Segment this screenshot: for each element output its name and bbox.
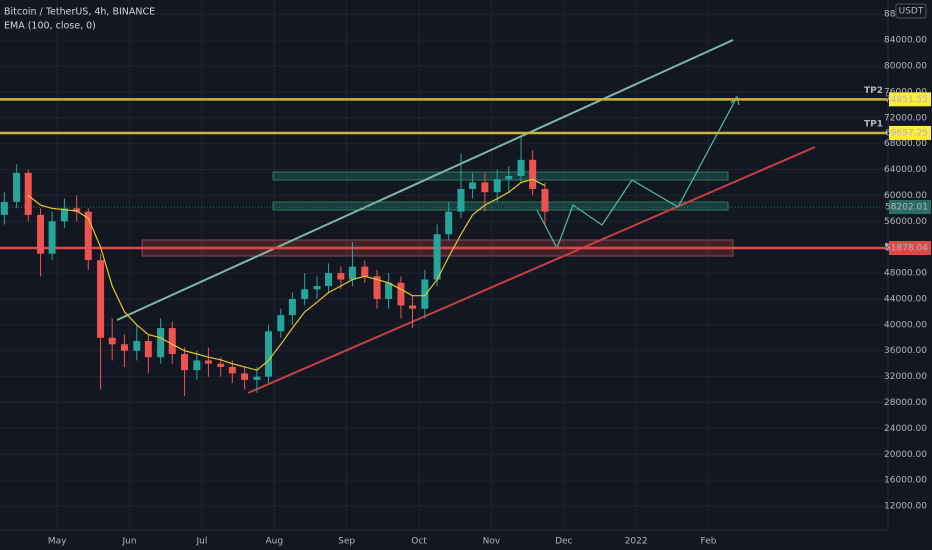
level-name: TP2: [864, 86, 883, 96]
y-tick-label: 84000.00: [884, 36, 927, 46]
candle-body: [337, 273, 345, 280]
y-tick-label: 80000.00: [884, 62, 927, 72]
candle-body: [264, 331, 272, 377]
price-label: 74851.55: [885, 95, 928, 105]
y-tick-label: 56000.00: [884, 217, 927, 227]
indicator-title: EMA (100, close, 0): [4, 21, 96, 32]
candle-body: [97, 260, 105, 338]
price-label-box: [889, 92, 931, 107]
price-label-box: [889, 125, 931, 140]
candle-body: [144, 341, 152, 358]
levels: TP2 TP1: [0, 86, 888, 250]
y-tick-label: 36000.00: [884, 346, 927, 356]
candle-body: [493, 179, 501, 193]
candle-body: [529, 159, 537, 189]
y-tick-label: 24000.00: [884, 424, 927, 434]
x-tick-label: Sep: [338, 537, 355, 547]
price-label: 69657.25: [885, 128, 928, 138]
y-tick-label: 28000.00: [884, 398, 927, 408]
candle-body: [181, 353, 189, 371]
currency[interactable]: USDT: [899, 7, 924, 17]
candle-body: [277, 315, 285, 332]
candle-body: [108, 337, 116, 345]
candle-body: [133, 341, 141, 351]
x-tick-label: Dec: [555, 537, 572, 547]
candle-body: [37, 214, 45, 254]
y-tick-label: 40000.00: [884, 320, 927, 330]
candle-body: [348, 266, 356, 280]
candle-body: [469, 182, 477, 189]
x-tick-label: Jun: [122, 537, 137, 547]
candle-body: [397, 282, 405, 306]
y-tick-label: 64000.00: [884, 165, 927, 175]
candle-body: [288, 298, 296, 316]
y-tick-label: 48000.00: [884, 269, 927, 279]
price-label: 58202.01: [885, 203, 928, 213]
candle-body: [313, 286, 321, 290]
x-tick-label: Aug: [265, 537, 283, 547]
candle-body: [48, 221, 56, 254]
price-axis: [888, 0, 932, 550]
zone: [272, 201, 729, 211]
x-tick-label: Feb: [701, 537, 717, 547]
price-label-box: [889, 200, 931, 215]
x-tick-label: Oct: [411, 537, 427, 547]
symbol-title: Bitcoin / TetherUS, 4h, BINANCE: [4, 7, 155, 18]
candle-body: [24, 172, 32, 215]
candle-body: [517, 159, 525, 177]
candle-body: [253, 376, 261, 380]
candle-body: [361, 266, 369, 277]
candle-body: [193, 360, 201, 371]
candle-body: [541, 188, 549, 212]
candle-body: [409, 305, 417, 309]
currency-box[interactable]: [895, 3, 927, 19]
x-tick-label: May: [48, 537, 67, 547]
candle-body: [421, 279, 429, 309]
price-label: 51878.04: [885, 243, 928, 253]
level-name: TP1: [864, 119, 883, 129]
trend-line: [247, 146, 816, 394]
candle-body: [73, 208, 81, 212]
candle-body: [84, 211, 92, 261]
candle-body: [120, 344, 128, 351]
candle-body: [385, 282, 393, 299]
candle-body: [325, 273, 333, 287]
candle-body: [445, 211, 453, 235]
trend-line: [116, 39, 734, 321]
candle-body: [204, 360, 212, 364]
y-tick-label: 12000.00: [884, 502, 927, 512]
y-tick-label: 60000.00: [884, 191, 927, 201]
y-tick-label: 72000.00: [884, 113, 927, 123]
candle-body: [373, 276, 381, 299]
ema-line: [27, 178, 546, 371]
y-tick-label: 68000.00: [884, 139, 927, 149]
candle-body: [217, 363, 225, 367]
arrow-head: [730, 95, 740, 106]
y-tick-label: 44000.00: [884, 294, 927, 304]
candle-body: [481, 182, 489, 193]
candle-body: [241, 373, 249, 380]
candle-body: [13, 172, 21, 202]
y-tick-label: 32000.00: [884, 372, 927, 382]
x-tick-label: Jul: [195, 537, 207, 547]
candle-body: [505, 176, 513, 180]
candle-body: [60, 208, 68, 222]
y-tick-label: 16000.00: [884, 476, 927, 486]
x-tick-label: Nov: [483, 537, 501, 547]
candle-body: [228, 366, 236, 374]
price-label-box: [889, 240, 931, 255]
x-tick-label: 2022: [625, 537, 648, 547]
y-tick-label: 20000.00: [884, 450, 927, 460]
candle-body: [157, 328, 165, 358]
plot: [0, 137, 549, 397]
candle-body: [301, 289, 309, 299]
candle-body: [457, 188, 465, 212]
zone: [272, 171, 729, 181]
candle-body: [168, 328, 176, 354]
candle-body: [0, 201, 8, 215]
candle-body: [433, 234, 441, 280]
